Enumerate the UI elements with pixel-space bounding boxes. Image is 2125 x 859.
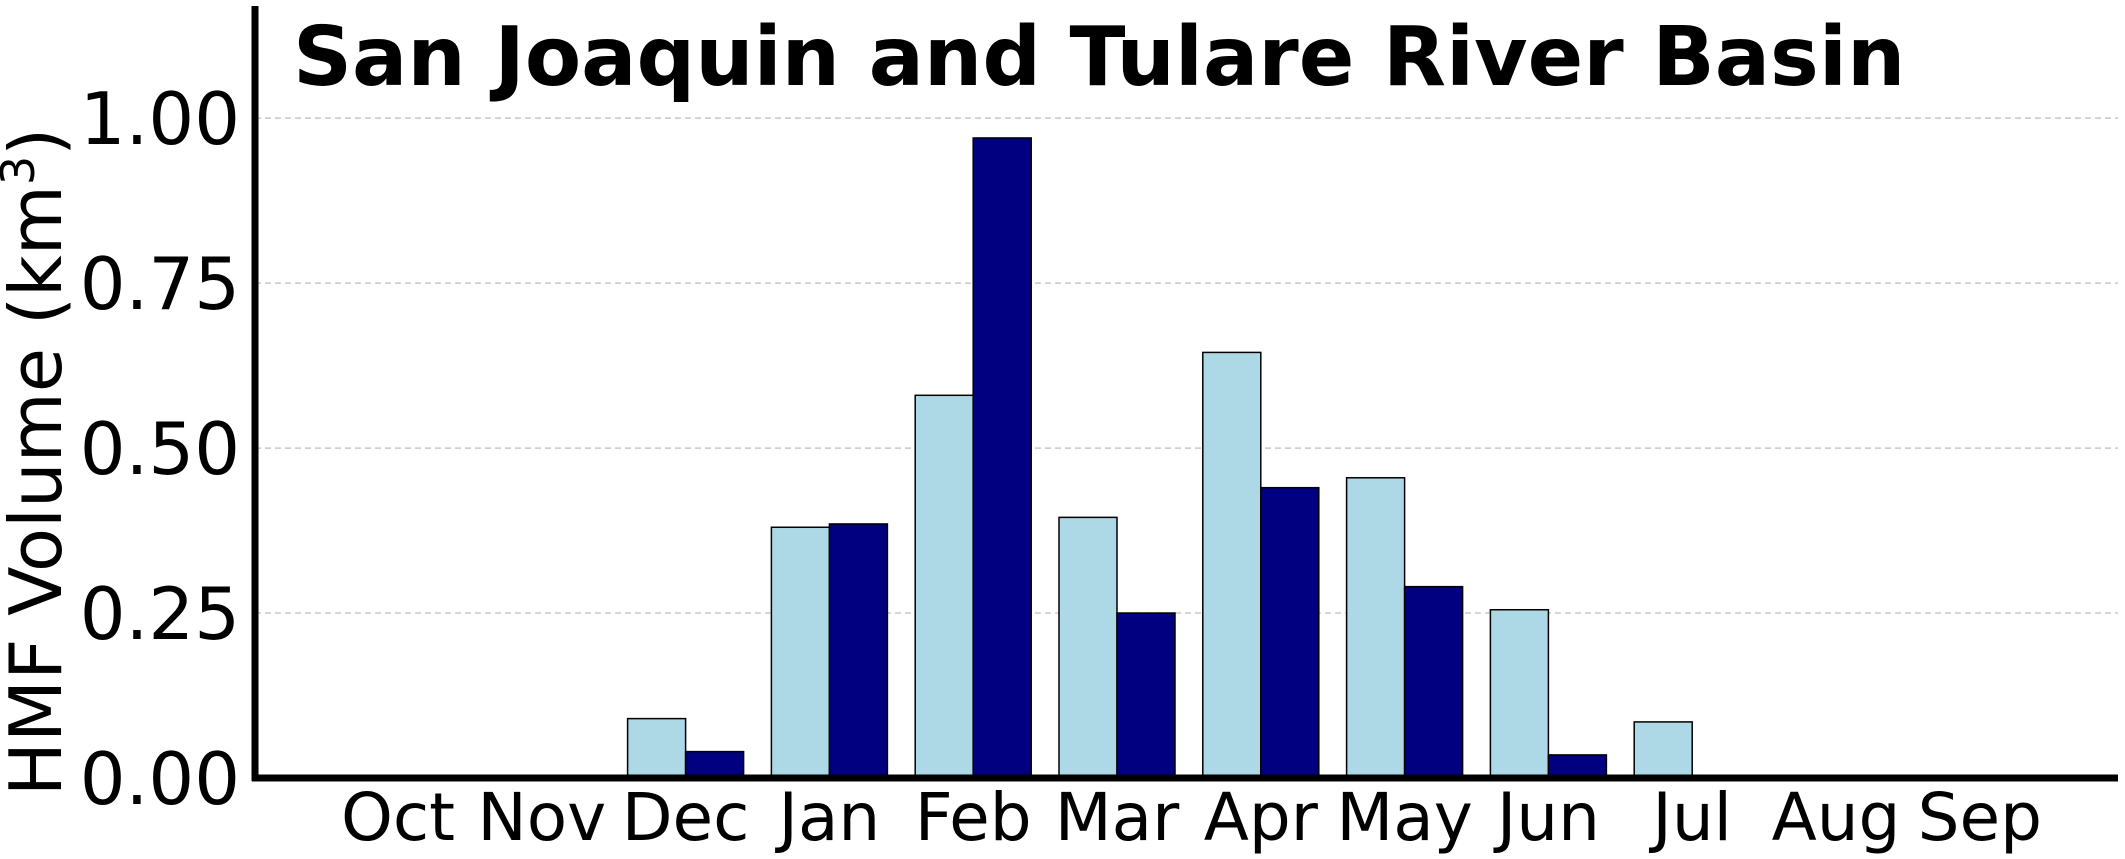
bar-mar-series-1 <box>1058 516 1118 779</box>
x-tick-label: Jul <box>1648 779 1732 856</box>
bars <box>626 137 1751 779</box>
y-tick-label: 0.25 <box>80 572 240 656</box>
x-tick-label: Apr <box>1204 779 1319 856</box>
y-tick-labels: 0.00 0.25 0.50 0.75 1.00 <box>80 77 240 821</box>
bar-jan-series-1 <box>770 526 831 779</box>
bar-jul-series-1 <box>1633 721 1693 779</box>
y-axis-label: HMF Volume (km3) <box>0 128 78 797</box>
bar-feb-series-1 <box>914 394 974 779</box>
x-tick-label: Oct <box>341 779 455 856</box>
y-tick-label: 0.50 <box>80 407 240 491</box>
y-axis-label-main: HMF Volume (km <box>0 185 78 796</box>
x-tick-label: Mar <box>1055 779 1180 856</box>
bar-apr-series-2 <box>1260 486 1320 779</box>
y-tick-label: 0.75 <box>80 242 240 326</box>
y-tick-label: 1.00 <box>80 77 240 161</box>
x-tick-label: Nov <box>477 779 606 856</box>
chart-title: San Joaquin and Tulare River Basin <box>293 10 1905 105</box>
y-axis-label-superscript: 3 <box>0 156 45 185</box>
x-tick-label: Sep <box>1918 779 2042 856</box>
x-tick-label: Feb <box>915 779 1032 856</box>
x-tick-label: Aug <box>1772 779 1901 856</box>
y-axis-label-suffix: ) <box>0 128 78 156</box>
axes <box>251 6 2118 782</box>
x-tick-label: Jun <box>1493 779 1600 856</box>
bar-jun-series-1 <box>1489 608 1550 779</box>
bar-may-series-1 <box>1345 477 1406 779</box>
bar-dec-series-1 <box>626 717 687 779</box>
x-tick-label: Jan <box>775 779 881 856</box>
bar-apr-series-1 <box>1202 351 1262 779</box>
x-tick-labels: Oct Nov Dec Jan Feb Mar Apr May Jun Jul Aug Sep <box>341 779 2042 856</box>
x-tick-label: May <box>1336 779 1472 856</box>
bar-mar-series-2 <box>1116 612 1176 779</box>
x-tick-label: Dec <box>622 779 750 856</box>
y-tick-label: 0.00 <box>80 737 240 821</box>
bar-feb-series-2 <box>972 137 1032 779</box>
bar-dec-series-2 <box>684 750 745 779</box>
bar-may-series-2 <box>1403 585 1464 779</box>
bar-jan-series-2 <box>828 523 889 779</box>
gridlines <box>255 117 2118 614</box>
